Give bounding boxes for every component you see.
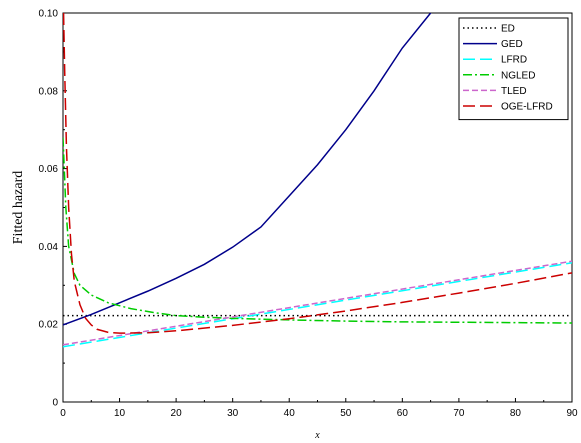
series-line-tled bbox=[63, 260, 572, 346]
legend-label: TLED bbox=[501, 86, 527, 97]
x-tick-label: 70 bbox=[453, 408, 465, 419]
series-lines bbox=[63, 13, 572, 348]
legend-label: OGE-LFRD bbox=[501, 102, 553, 113]
x-axis-label: x bbox=[314, 430, 320, 441]
y-tick-label: 0.08 bbox=[39, 86, 59, 97]
legend-box bbox=[458, 17, 569, 121]
legend-label: NGLED bbox=[501, 70, 535, 81]
x-tick-label: 20 bbox=[171, 408, 183, 419]
x-tick-label: 30 bbox=[227, 408, 239, 419]
legend-label: ED bbox=[501, 24, 515, 35]
x-tick-label: 90 bbox=[566, 408, 578, 419]
series-line-oge-lfrd bbox=[63, 13, 572, 334]
x-tick-label: 10 bbox=[114, 408, 126, 419]
x-tick-label: 0 bbox=[60, 408, 66, 419]
x-tick-label: 80 bbox=[510, 408, 522, 419]
axis-ticks: 0 10 20 30 40 50 60 70 80 90 0 0.02 0.04 0.06 0.08 0.10 bbox=[39, 9, 578, 420]
x-tick-label: 50 bbox=[340, 408, 352, 419]
y-tick-label: 0.10 bbox=[39, 9, 59, 20]
y-tick-label: 0.02 bbox=[39, 320, 59, 331]
y-tick-label: 0.06 bbox=[39, 164, 59, 175]
y-tick-label: 0.04 bbox=[39, 242, 59, 253]
legend-label: GED bbox=[501, 39, 523, 50]
y-tick-label: 0 bbox=[52, 398, 58, 409]
legend: ED GED LFRD NGLED TLED OGE-LFRD bbox=[458, 17, 569, 121]
series-line-ged bbox=[63, 13, 432, 326]
x-tick-label: 40 bbox=[284, 408, 296, 419]
series-line-ngled bbox=[63, 137, 572, 324]
x-tick-label: 60 bbox=[397, 408, 409, 419]
series-line-lfrd bbox=[63, 262, 572, 348]
y-axis-label: Fitted hazard bbox=[11, 171, 26, 244]
legend-label: LFRD bbox=[501, 55, 527, 66]
